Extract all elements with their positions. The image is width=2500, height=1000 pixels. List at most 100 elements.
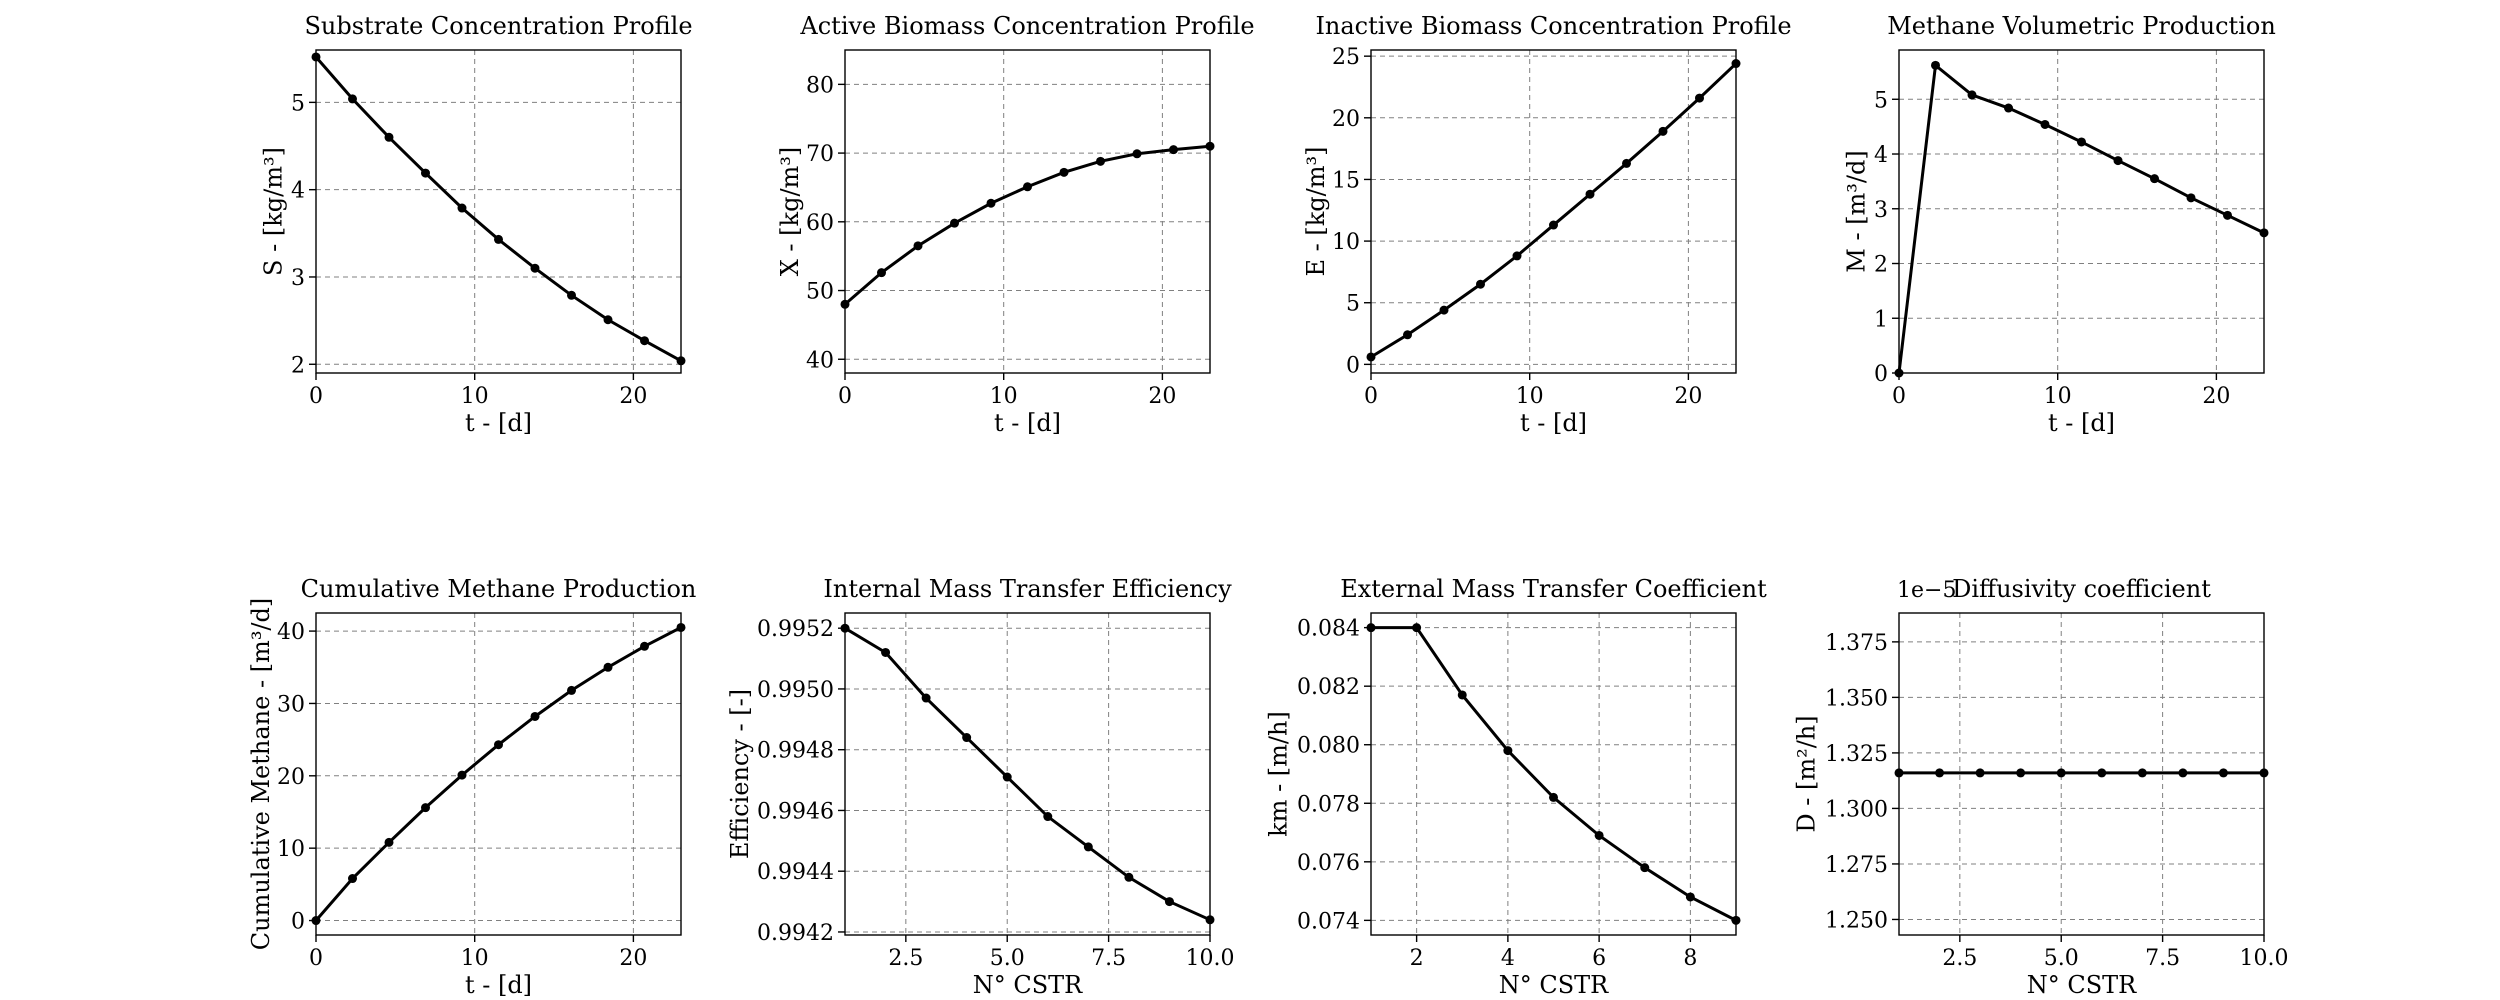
data-point xyxy=(1549,792,1558,802)
x-axis-label: t - [d] xyxy=(465,409,532,437)
y-tick-label: 0.076 xyxy=(1297,851,1360,876)
y-axis-label: km - [m/h] xyxy=(1265,711,1293,837)
data-point xyxy=(1512,251,1522,261)
x-tick-label: 0 xyxy=(309,384,323,409)
y-tick-label: 0 xyxy=(1346,353,1360,378)
x-tick-label: 20 xyxy=(2202,384,2230,409)
chart-panel: 0 10 20 0 10 20 30 40 Cumulative Methane Product… xyxy=(247,575,696,999)
y-tick-label: 5 xyxy=(291,91,305,116)
data-point xyxy=(1503,746,1513,756)
x-tick-label: 10 xyxy=(461,384,489,409)
y-tick-label: 15 xyxy=(1332,168,1360,193)
data-point xyxy=(1043,812,1053,822)
y-tick-label: 20 xyxy=(1332,107,1360,132)
data-point xyxy=(1476,279,1485,289)
y-tick-label: 5 xyxy=(1346,292,1360,317)
data-point xyxy=(1083,842,1093,852)
data-point xyxy=(881,647,891,657)
y-tick-label: 3 xyxy=(1874,198,1888,223)
y-tick-label: 5 xyxy=(1874,88,1888,113)
data-point xyxy=(1457,690,1467,700)
data-point xyxy=(1412,623,1422,633)
data-point xyxy=(2150,174,2159,184)
plot-frame xyxy=(315,612,682,936)
data-point xyxy=(1931,60,1940,70)
data-point xyxy=(457,203,467,213)
data-point xyxy=(1549,220,1558,230)
data-point xyxy=(1640,863,1650,873)
y-tick-label: 1.275 xyxy=(1825,853,1888,878)
data-point xyxy=(2040,119,2050,129)
data-point xyxy=(2056,768,2066,778)
y-tick-label: 3 xyxy=(291,266,305,291)
data-point xyxy=(2223,210,2232,220)
chart-title: Cumulative Methane Production xyxy=(301,575,697,603)
y-tick-label: 2 xyxy=(291,353,305,378)
y-tick-label: 1.375 xyxy=(1825,631,1888,656)
plot-frame xyxy=(315,49,682,374)
x-tick-label: 20 xyxy=(619,946,647,971)
y-tick-label: 4 xyxy=(291,179,305,204)
data-point xyxy=(986,198,996,208)
y-tick-label: 1 xyxy=(1874,307,1888,332)
chart-panel: 0 10 20 0 5 10 15 20 25 Inactive Biomass Concentr… xyxy=(1302,12,1792,437)
y-tick-label: 0.9942 xyxy=(757,921,834,946)
x-axis-label: t - [d] xyxy=(1520,409,1587,437)
data-point xyxy=(567,290,576,300)
data-point xyxy=(640,336,649,346)
y-tick-label: 0.9946 xyxy=(757,799,834,824)
y-tick-label: 0.9950 xyxy=(757,678,834,703)
y-axis-label: X - [kg/m³] xyxy=(776,147,804,277)
data-point xyxy=(421,803,430,813)
x-tick-label: 10 xyxy=(2044,384,2072,409)
x-axis-label: t - [d] xyxy=(465,971,532,999)
x-tick-label: 0 xyxy=(1364,384,1378,409)
x-tick-label: 10.0 xyxy=(2240,946,2289,971)
x-axis-label: t - [d] xyxy=(994,409,1061,437)
y-axis-label: M - [m³/d] xyxy=(1843,150,1871,273)
data-point xyxy=(1124,872,1134,882)
y-axis-label: Efficiency - [-] xyxy=(726,689,754,859)
chart-title: Active Biomass Concentration Profile xyxy=(799,12,1254,40)
series-line xyxy=(844,626,1211,922)
y-tick-label: 1.325 xyxy=(1825,742,1888,767)
x-tick-label: 20 xyxy=(1674,384,1702,409)
x-tick-label: 5.0 xyxy=(2044,946,2079,971)
y-axis-label: D - [m²/h] xyxy=(1793,715,1821,832)
x-tick-label: 2 xyxy=(1410,946,1424,971)
data-point xyxy=(603,662,613,672)
data-point xyxy=(530,711,540,721)
x-tick-label: 0 xyxy=(1892,384,1906,409)
data-point xyxy=(921,693,931,703)
data-point xyxy=(603,315,613,325)
x-axis-label: N° CSTR xyxy=(2027,971,2137,999)
y-tick-label: 25 xyxy=(1332,45,1360,70)
data-point xyxy=(2097,768,2107,778)
y-tick-label: 0.078 xyxy=(1297,792,1360,817)
data-point xyxy=(1132,149,1142,159)
y-tick-label: 0.9944 xyxy=(757,860,834,885)
data-point xyxy=(1585,189,1595,199)
chart-title: Methane Volumetric Production xyxy=(1887,12,2276,40)
plot-frame xyxy=(844,49,1211,374)
data-point xyxy=(1594,830,1604,840)
y-tick-label: 0.082 xyxy=(1297,675,1360,700)
data-point xyxy=(1622,158,1631,168)
data-point xyxy=(1975,768,1985,778)
y-tick-label: 1.250 xyxy=(1825,908,1888,933)
x-tick-label: 10 xyxy=(990,384,1018,409)
axis-offset-label: 1e−5 xyxy=(1897,578,1956,603)
plot-frame xyxy=(1370,612,1737,936)
chart-panel: 0 10 20 2 3 4 5 Substrate Concentration Profile… xyxy=(260,12,693,437)
x-tick-label: 6 xyxy=(1592,946,1606,971)
data-point xyxy=(2113,156,2123,166)
chart-panel: 2.5 5.0 7.5 10.0 1.250 1.275 1.300 1.325 1.350 1.… xyxy=(1793,575,2289,999)
data-point xyxy=(1685,892,1695,902)
data-point xyxy=(1059,167,1069,177)
chart-title: Substrate Concentration Profile xyxy=(304,12,692,40)
x-tick-label: 20 xyxy=(619,384,647,409)
data-point xyxy=(877,268,886,278)
data-point xyxy=(1403,330,1412,340)
y-tick-label: 1.350 xyxy=(1825,686,1888,711)
x-tick-label: 7.5 xyxy=(1091,946,1126,971)
